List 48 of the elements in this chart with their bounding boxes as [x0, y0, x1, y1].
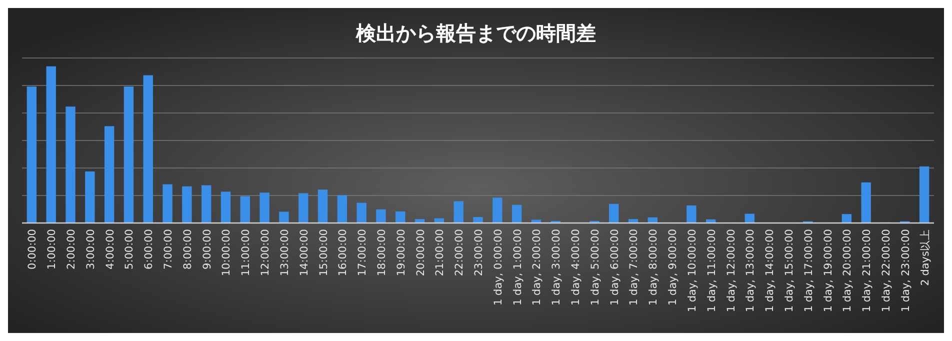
- x-tick-label: 10:00:00: [220, 229, 233, 276]
- x-tick-label: 3:00:00: [84, 229, 97, 270]
- x-tick-label: 17:00:00: [356, 229, 369, 276]
- x-tick-label: 9:00:00: [201, 229, 214, 270]
- x-tick-label: 0:00:00: [26, 229, 39, 270]
- x-tick-label: 2 days以上: [918, 229, 932, 286]
- x-tick-label: 2:00:00: [66, 229, 78, 270]
- x-tick-label: 20:00:00: [414, 229, 427, 276]
- x-tick-label: 1 day, 17:00:00: [802, 229, 815, 312]
- x-tick-label: 14:00:00: [298, 229, 310, 276]
- x-tick-label: 6:00:00: [143, 229, 156, 270]
- x-tick-label: 4:00:00: [104, 229, 116, 270]
- x-tick-label: 1 day, 12:00:00: [725, 229, 738, 312]
- x-tick-label: 1 day, 14:00:00: [764, 229, 776, 312]
- x-tick-label: 1 day, 19:00:00: [822, 229, 834, 312]
- x-tick-label: 1 day, 9:00:00: [667, 229, 680, 306]
- x-tick-label: 22:00:00: [454, 229, 466, 276]
- x-tick-label: 1 day, 23:00:00: [900, 229, 912, 312]
- x-tick-label: 19:00:00: [395, 229, 408, 276]
- x-tick-label: 11:00:00: [240, 229, 252, 276]
- x-tick-label: 1 day, 5:00:00: [589, 229, 602, 306]
- x-tick-label: 1 day, 2:00:00: [531, 229, 544, 306]
- x-tick-label: 1 day, 8:00:00: [648, 229, 660, 306]
- x-tick-label: 1 day, 21:00:00: [861, 229, 874, 312]
- x-tick-label: 16:00:00: [337, 229, 350, 276]
- x-tick-label: 21:00:00: [434, 229, 446, 276]
- x-tick-label: 1 day, 11:00:00: [706, 229, 718, 312]
- x-tick-label: 1 day, 1:00:00: [512, 229, 524, 306]
- x-tick-label: 1 day, 20:00:00: [842, 229, 854, 312]
- x-tick-label: 1 day, 15:00:00: [783, 229, 796, 312]
- x-tick-label: 1 day, 13:00:00: [744, 229, 757, 312]
- x-tick-label: 1:00:00: [46, 229, 58, 270]
- x-tick-label: 8:00:00: [182, 229, 194, 270]
- chart-title: 検出から報告までの時間差: [355, 21, 596, 45]
- x-tick-label: 1 day, 3:00:00: [550, 229, 563, 306]
- x-tick-label: 7:00:00: [162, 229, 175, 270]
- x-tick-label: 18:00:00: [376, 229, 388, 276]
- x-tick-label: 23:00:00: [473, 229, 485, 276]
- x-tick-label: 5:00:00: [124, 229, 136, 270]
- x-tick-label: 15:00:00: [318, 229, 330, 276]
- x-tick-label: 13:00:00: [278, 229, 291, 276]
- x-tick-label: 1 day, 22:00:00: [880, 229, 892, 312]
- x-tick-label: 1 day, 0:00:00: [492, 229, 504, 306]
- x-tick-label: 12:00:00: [260, 229, 272, 276]
- x-tick-label: 1 day, 10:00:00: [686, 229, 698, 312]
- x-tick-label: 1 day, 4:00:00: [570, 229, 582, 306]
- x-tick-label: 1 day, 6:00:00: [608, 229, 621, 306]
- x-tick-label: 1 day, 7:00:00: [628, 229, 640, 306]
